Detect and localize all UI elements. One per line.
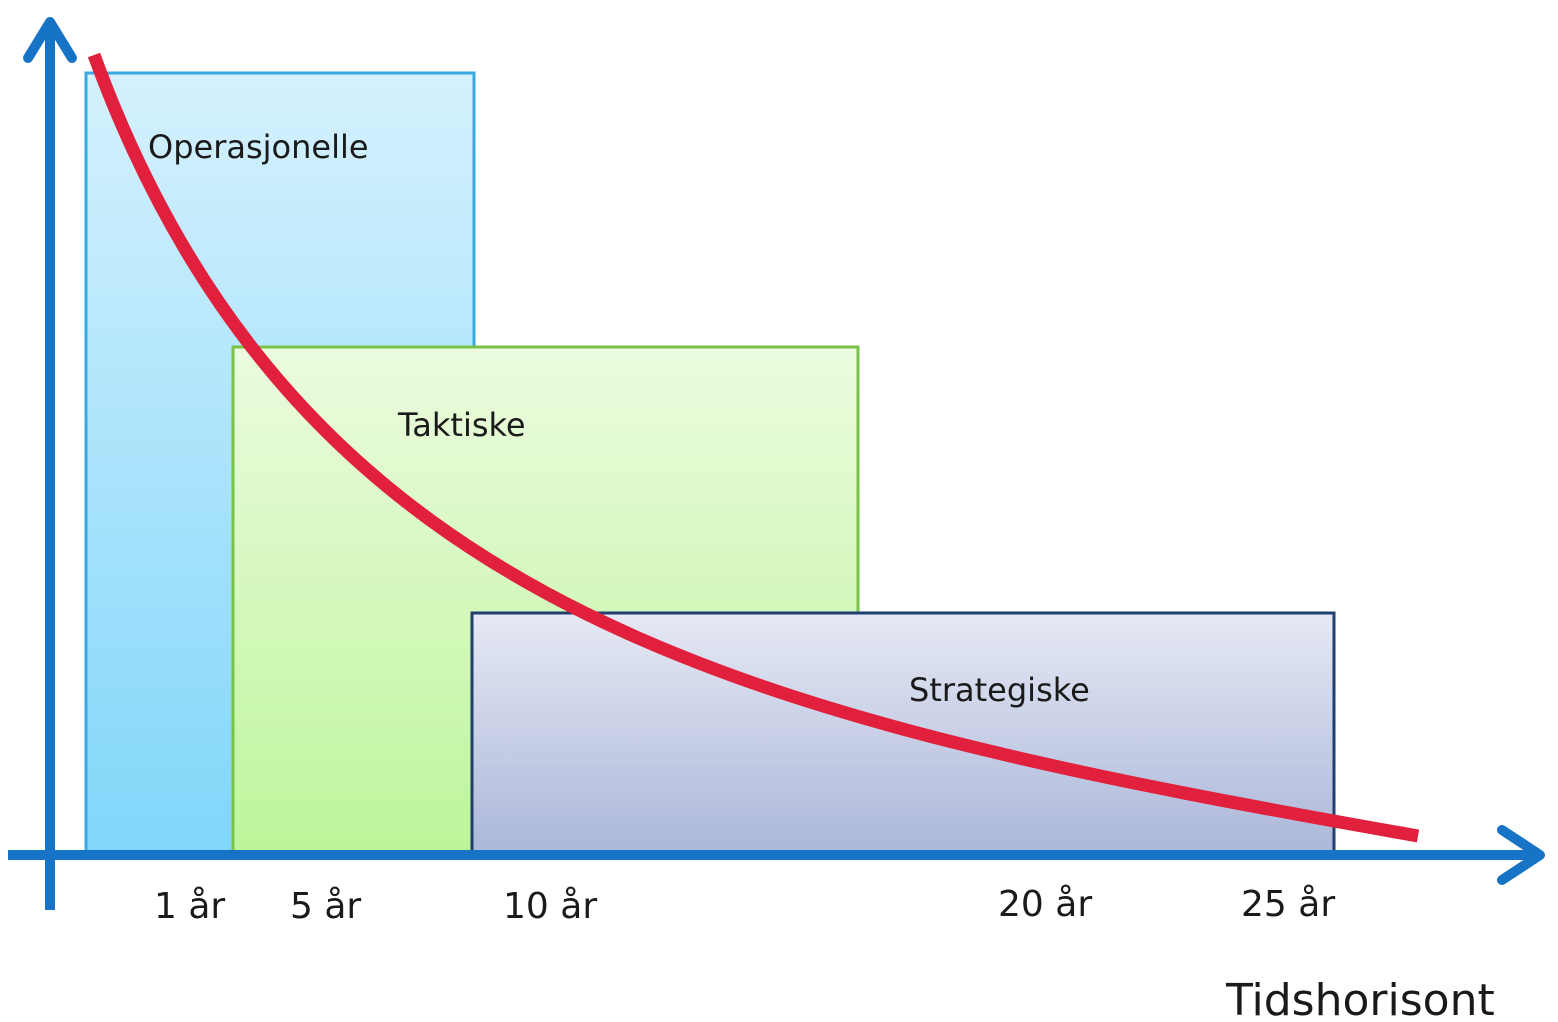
tick-label: 25 år (1241, 884, 1335, 925)
strategic-label: Strategiske (909, 671, 1090, 709)
operational-label: Operasjonelle (148, 128, 369, 166)
tick-label: 10 år (503, 886, 597, 927)
decay-curve (87, 52, 1420, 843)
tick-label: 1 år (154, 886, 225, 927)
y-axis-arrowhead (23, 17, 77, 63)
tactical-label: Taktiske (397, 406, 526, 444)
x-axis-title: Tidshorisont (1225, 975, 1495, 1022)
tick-label: 5 år (290, 886, 361, 927)
tick-label: 20 år (998, 884, 1092, 925)
x-axis-arrowhead (1497, 825, 1545, 885)
